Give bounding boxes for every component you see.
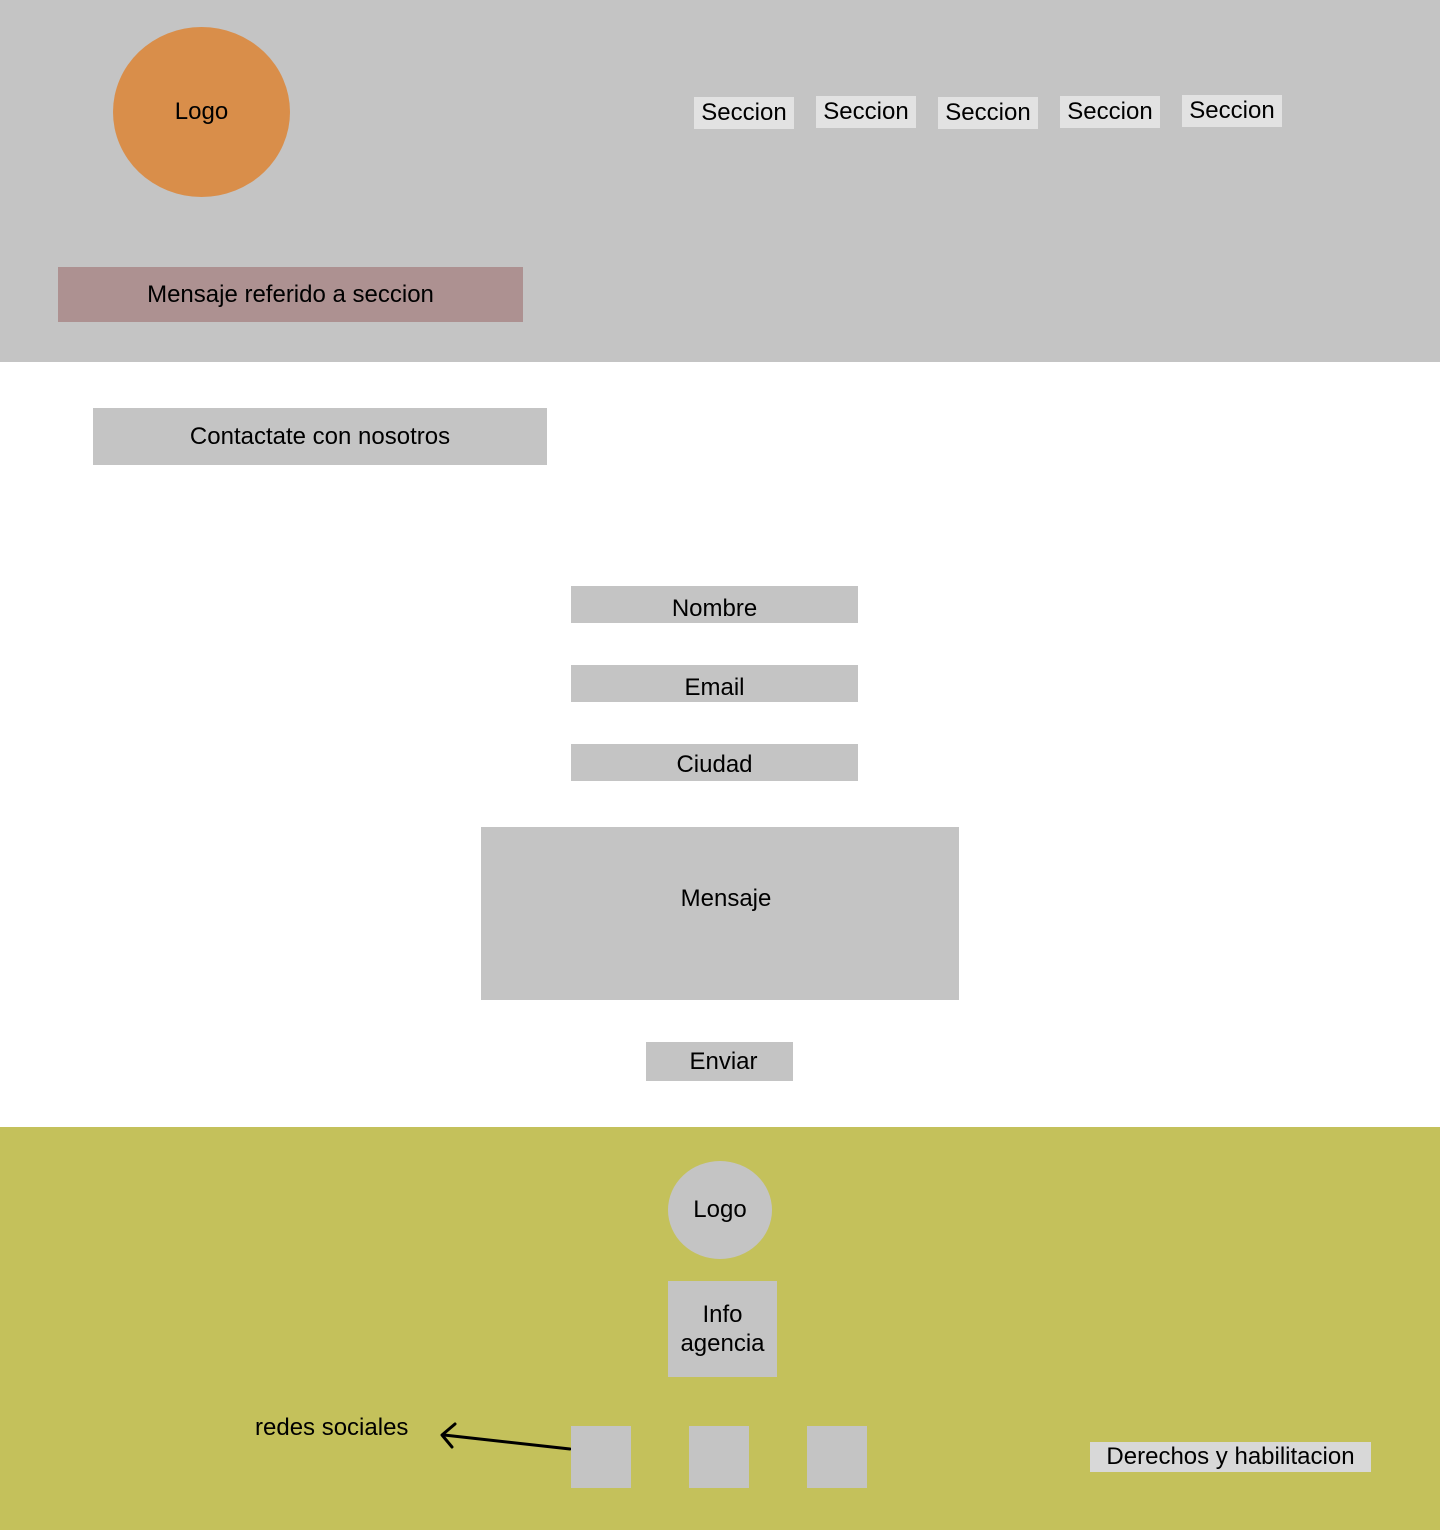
message-textarea[interactable]: Mensaje (481, 827, 959, 1000)
footer-logo[interactable]: Logo (668, 1161, 772, 1259)
nav-item-1[interactable]: Seccion (694, 97, 794, 129)
rights-notice: Derechos y habilitacion (1090, 1442, 1371, 1472)
social-icon-2[interactable] (689, 1426, 749, 1488)
social-icon-1[interactable] (571, 1426, 631, 1488)
nav-item-label: Seccion (945, 99, 1031, 126)
nav-item-label: Seccion (823, 98, 909, 125)
nav-item-2[interactable]: Seccion (816, 96, 916, 128)
social-networks-label-text: redes sociales (255, 1414, 409, 1441)
agency-info-line-2: agencia (680, 1330, 765, 1357)
send-button-label: Enviar (689, 1047, 758, 1075)
email-field[interactable]: Email (571, 665, 858, 702)
agency-info-text: Info agencia (680, 1300, 764, 1358)
footer-logo-label: Logo (693, 1196, 747, 1223)
email-field-placeholder: Email (684, 673, 745, 701)
nav-item-3[interactable]: Seccion (938, 97, 1038, 129)
section-message-text: Mensaje referido a seccion (147, 280, 434, 308)
rights-notice-text: Derechos y habilitacion (1106, 1443, 1355, 1470)
nav-item-4[interactable]: Seccion (1060, 96, 1160, 128)
nav-item-label: Seccion (701, 99, 787, 126)
header-logo-label: Logo (174, 98, 229, 125)
contact-heading: Contactate con nosotros (93, 408, 547, 465)
city-field[interactable]: Ciudad (571, 744, 858, 781)
message-textarea-placeholder: Mensaje (680, 885, 772, 912)
send-button[interactable]: Enviar (646, 1042, 793, 1081)
name-field-placeholder: Nombre (671, 594, 758, 622)
nav-item-label: Seccion (1189, 97, 1275, 124)
social-icon-3[interactable] (807, 1426, 867, 1488)
header-logo[interactable]: Logo (113, 27, 290, 197)
name-field[interactable]: Nombre (571, 586, 858, 623)
nav-item-5[interactable]: Seccion (1182, 95, 1282, 127)
city-field-placeholder: Ciudad (676, 750, 753, 778)
section-message-banner: Mensaje referido a seccion (58, 267, 523, 322)
arrow-left-icon (440, 1422, 572, 1451)
social-networks-label: redes sociales (255, 1411, 435, 1445)
nav-item-label: Seccion (1067, 98, 1153, 125)
agency-info: Info agencia (668, 1281, 777, 1377)
contact-heading-text: Contactate con nosotros (189, 422, 451, 450)
agency-info-line-1: Info (702, 1301, 743, 1328)
